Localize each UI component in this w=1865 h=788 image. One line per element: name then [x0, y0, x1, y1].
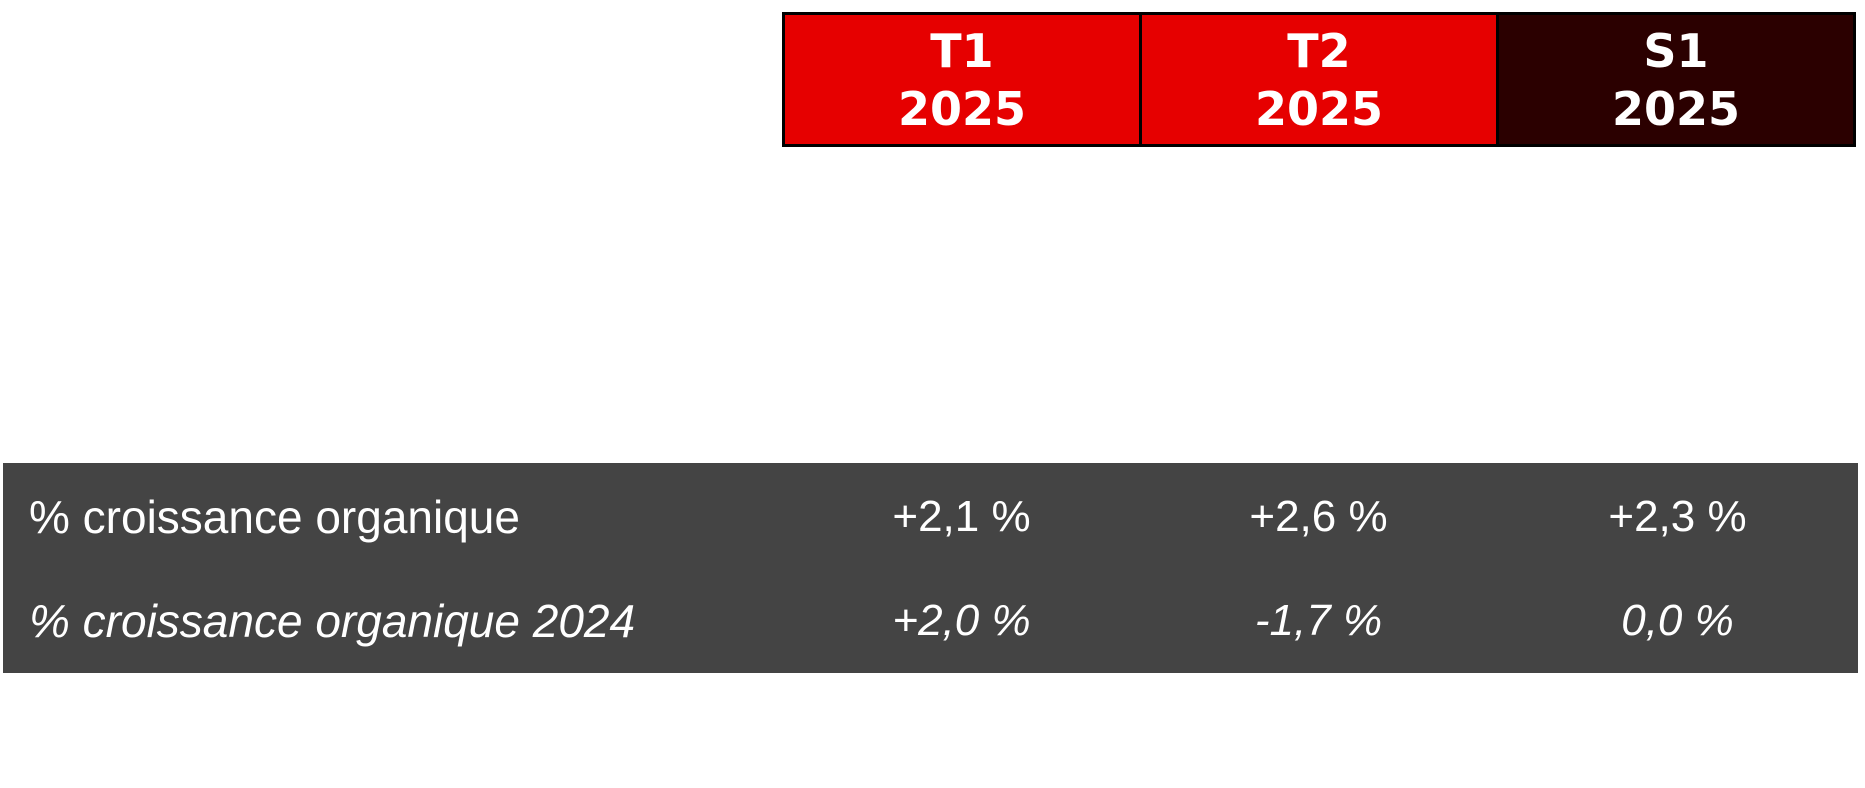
- table-row: % croissance organique 2024 +2,0 % -1,7 …: [3, 591, 1858, 651]
- row-label: % croissance organique 2024: [29, 595, 636, 647]
- table-cell-s1: 0,0 %: [1621, 596, 1734, 645]
- table-cell-s1: +2,3 %: [1608, 492, 1747, 541]
- header-cell-year: 2025: [897, 81, 1027, 136]
- header-cell-period: T1: [930, 23, 994, 78]
- header-cell-s1: S1 2025: [1499, 15, 1856, 144]
- table-row: % croissance organique +2,1 % +2,6 % +2,…: [3, 487, 1858, 547]
- header-cell-year: 2025: [1611, 81, 1741, 136]
- table-cell-t1: +2,1 %: [892, 492, 1031, 541]
- table-header-row: T1 2025 T2 2025 S1 2025: [782, 12, 1856, 147]
- table-cell-t2: -1,7 %: [1254, 596, 1383, 645]
- table-cell-t2: +2,6 %: [1249, 492, 1388, 541]
- header-cell-t1: T1 2025: [785, 15, 1142, 144]
- row-label: % croissance organique: [29, 491, 520, 543]
- header-cell-t2: T2 2025: [1142, 15, 1499, 144]
- header-cell-year: 2025: [1254, 81, 1384, 136]
- header-cell-period: T2: [1287, 23, 1351, 78]
- data-table-body: % croissance organique +2,1 % +2,6 % +2,…: [3, 463, 1858, 673]
- header-cell-period: S1: [1643, 23, 1709, 78]
- table-cell-t1: +2,0 %: [892, 596, 1031, 645]
